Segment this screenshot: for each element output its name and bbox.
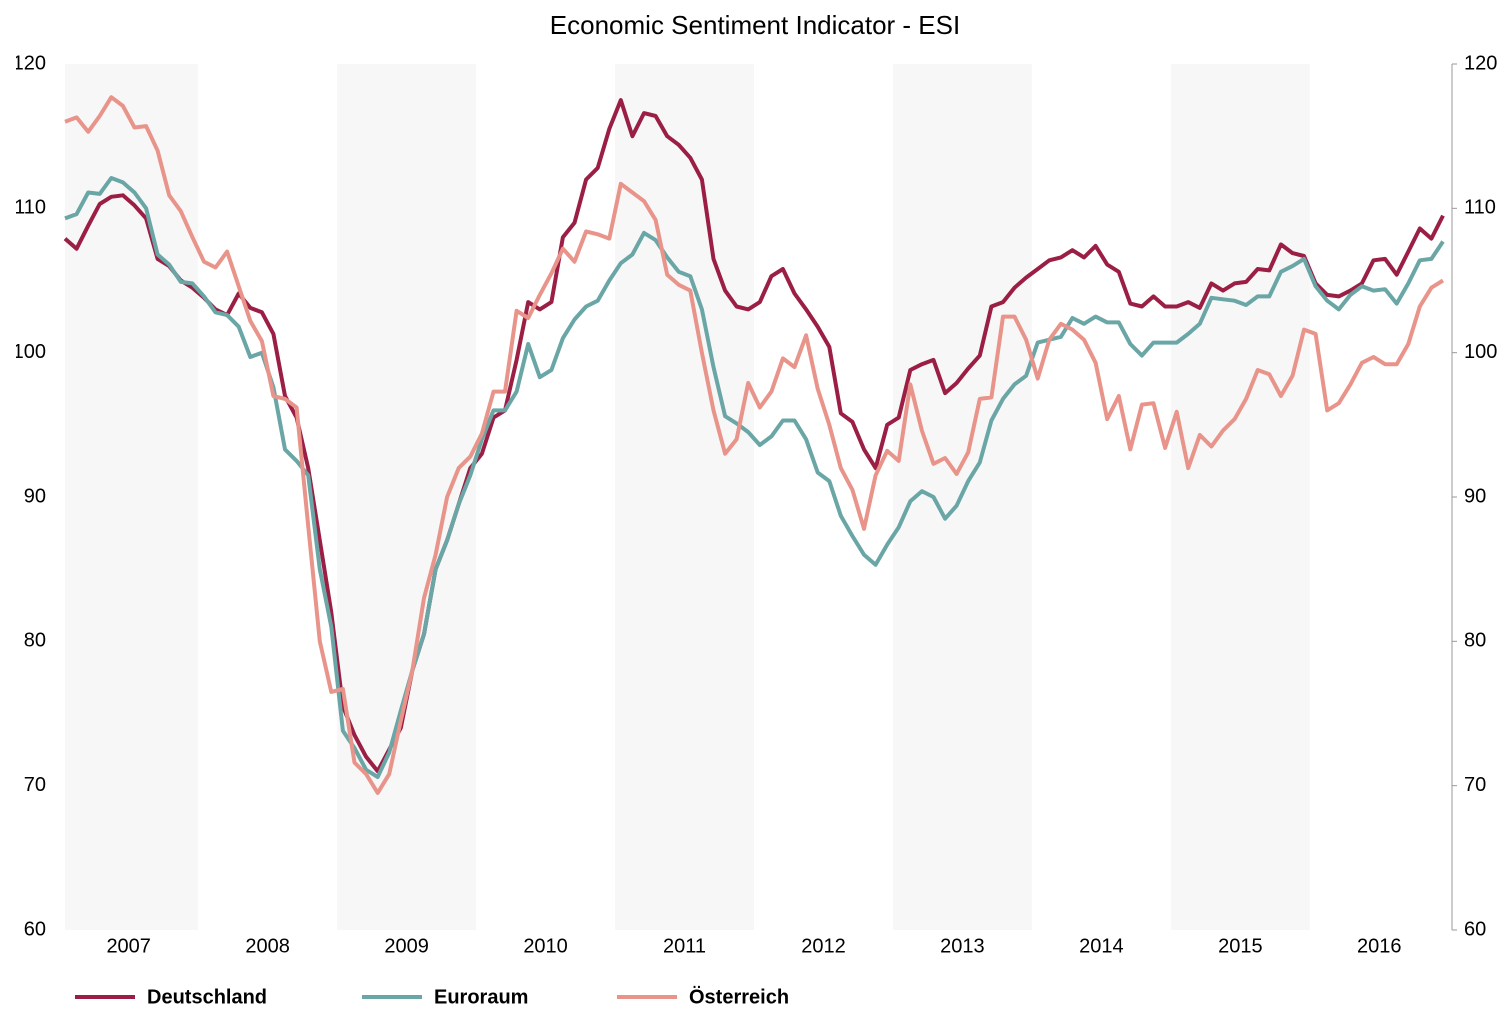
- x-tick-label: 2015: [1218, 935, 1263, 957]
- y-tick-label: 100: [13, 341, 46, 363]
- y2-tick-label: 110: [1464, 197, 1496, 219]
- x-tick-label: 2008: [245, 935, 290, 957]
- y2-tick-label: 90: [1464, 485, 1486, 507]
- year-band: [615, 64, 754, 930]
- legend-label: Euroraum: [434, 986, 528, 1008]
- series-line: [64, 95, 1445, 795]
- y2-tick-label: 60: [1464, 918, 1486, 940]
- y-tick-label: 110: [14, 197, 46, 219]
- year-band: [1170, 64, 1310, 930]
- x-tick-label: 2010: [523, 935, 568, 957]
- x-tick-label: 2016: [1357, 935, 1402, 957]
- y-tick-label: 90: [24, 485, 46, 507]
- left-axis: 60 70 80 90 100 110 120: [13, 52, 46, 940]
- y-tick-label: 120: [13, 52, 46, 74]
- year-band: [337, 64, 477, 930]
- y2-tick-label: 100: [1464, 341, 1497, 363]
- x-tick-label: 2014: [1079, 935, 1124, 957]
- y-tick-label: 80: [24, 630, 46, 652]
- x-tick-label: 2007: [106, 935, 151, 957]
- x-tick-label: 2012: [801, 935, 846, 957]
- y2-tick-label: 120: [1464, 52, 1497, 74]
- y-tick-label: 60: [24, 918, 46, 940]
- legend-label: Deutschland: [147, 986, 267, 1008]
- x-tick-label: 2011: [663, 935, 706, 957]
- series-line: [63, 98, 1445, 774]
- y2-tick-label: 80: [1464, 630, 1486, 652]
- year-band: [65, 64, 199, 930]
- chart-title: Economic Sentiment Indicator - ESI: [550, 10, 960, 40]
- x-tick-label: 2013: [940, 935, 985, 957]
- series-line: [64, 176, 1445, 779]
- year-bands: [65, 64, 1310, 930]
- y2-tick-label: 70: [1464, 774, 1486, 796]
- x-tick-label: 2009: [384, 935, 429, 957]
- legend-label: Österreich: [689, 985, 789, 1008]
- y-tick-label: 70: [24, 774, 46, 796]
